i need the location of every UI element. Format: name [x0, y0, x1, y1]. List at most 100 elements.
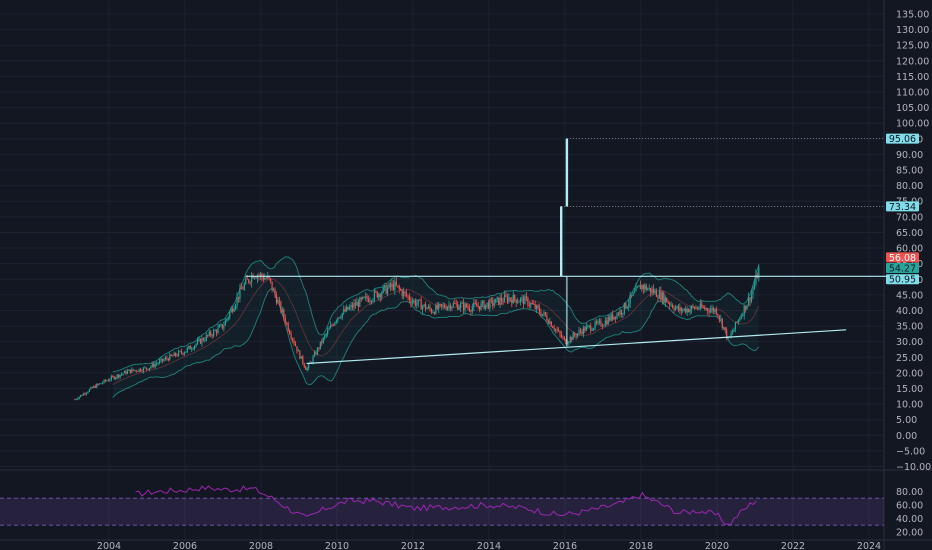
rsi-tick-label: 40.00 [896, 514, 923, 525]
candle-body [714, 309, 716, 312]
candle-body [607, 317, 609, 325]
candle-body [430, 309, 433, 313]
candle-body [462, 302, 465, 310]
candle-body [587, 325, 589, 327]
candle-body [272, 289, 275, 291]
candle-body [506, 296, 509, 302]
candle-body [525, 296, 528, 298]
candle-body [207, 335, 209, 336]
candle-body [213, 330, 215, 336]
support-trendline[interactable] [306, 329, 847, 365]
candle-body [711, 307, 713, 310]
candle-body [563, 337, 566, 340]
candle-body [202, 338, 205, 341]
x-tick-label: 2006 [173, 541, 197, 550]
candle-body [715, 309, 718, 314]
candle-body [742, 315, 744, 317]
candle-body [705, 308, 707, 310]
candle-body [265, 278, 267, 279]
candle-body [145, 367, 148, 369]
candle-body [405, 292, 408, 296]
y-tick-label: 80.00 [896, 181, 923, 192]
y-tick-label: 130.00 [896, 25, 929, 36]
candle-body [366, 296, 368, 300]
drawing-tools[interactable] [245, 138, 888, 365]
candle-body [253, 277, 256, 279]
candle-body [524, 296, 526, 305]
candle-body [679, 307, 681, 311]
x-tick-label: 2018 [629, 541, 653, 550]
candle-body [631, 295, 633, 296]
candle-body [386, 287, 389, 294]
candle-body [435, 305, 437, 314]
candle-body [191, 348, 193, 350]
candle-body [712, 307, 715, 312]
projection-bar[interactable] [560, 206, 563, 277]
candle-body [287, 323, 289, 331]
candle-body [499, 298, 501, 305]
candle-body [432, 312, 434, 314]
candle-body [619, 310, 621, 315]
candle-body [474, 302, 476, 304]
time-axis[interactable]: 2004 2006 2008 2010 2012 2014 2016 2018 2020 2022… [97, 541, 881, 550]
candle-body [194, 345, 196, 349]
candle-body [546, 315, 548, 321]
candle-body [576, 333, 579, 337]
candle-body [572, 333, 574, 340]
candle-body [297, 350, 300, 352]
candle-body [452, 303, 454, 307]
candle-body [492, 299, 494, 306]
candle-body [365, 296, 367, 298]
x-tick-label: 2012 [401, 541, 425, 550]
candle-body [544, 312, 547, 316]
projection-bar[interactable] [565, 138, 569, 207]
candle-body [745, 305, 747, 310]
candle-body [753, 284, 756, 290]
candle-body [622, 312, 624, 315]
candle-body [204, 340, 206, 342]
candle-body [635, 287, 637, 292]
price-tag-label: 95.06 [889, 134, 916, 145]
candle-body [286, 322, 288, 324]
candle-body [142, 367, 145, 372]
y-tick-label: 135.00 [896, 10, 929, 21]
candle-body [223, 325, 225, 329]
candle-body [185, 351, 187, 353]
candle-body [709, 309, 712, 313]
candle-body [389, 283, 392, 288]
candle-body [299, 350, 301, 359]
price-tag [886, 274, 919, 285]
candle-body [80, 395, 82, 397]
candle-body [384, 285, 386, 288]
candle-body [112, 376, 114, 378]
candle-body [411, 301, 414, 304]
candle-body [555, 329, 557, 331]
candle-body [414, 300, 416, 306]
candle-body [324, 335, 326, 338]
candle-body [341, 313, 343, 318]
candle-body [606, 320, 608, 325]
candle-body [93, 385, 95, 388]
candle-body [448, 304, 450, 307]
candle-body [671, 304, 674, 308]
candle-body [442, 305, 444, 306]
candle-body [199, 338, 202, 344]
candle-body [275, 295, 278, 304]
candle-body [192, 348, 194, 350]
candle-body [528, 305, 530, 306]
candle-body [284, 317, 286, 323]
candle-body [467, 307, 469, 308]
y-tick-label: 120.00 [896, 56, 929, 67]
candle-body [97, 384, 99, 385]
y-tick-label: 35.00 [896, 322, 923, 333]
candle-body [208, 331, 210, 336]
candle-body [340, 317, 342, 319]
candle-body [347, 306, 349, 310]
candle-body [81, 395, 83, 396]
candle-body [623, 303, 625, 313]
candle-body [454, 303, 456, 304]
candle-body [536, 305, 538, 309]
